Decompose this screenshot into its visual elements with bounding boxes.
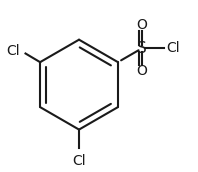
Text: O: O (136, 18, 147, 33)
Text: Cl: Cl (6, 44, 20, 57)
Text: Cl: Cl (72, 154, 86, 168)
Text: O: O (136, 64, 147, 78)
Text: S: S (137, 41, 147, 56)
Text: Cl: Cl (166, 41, 180, 55)
